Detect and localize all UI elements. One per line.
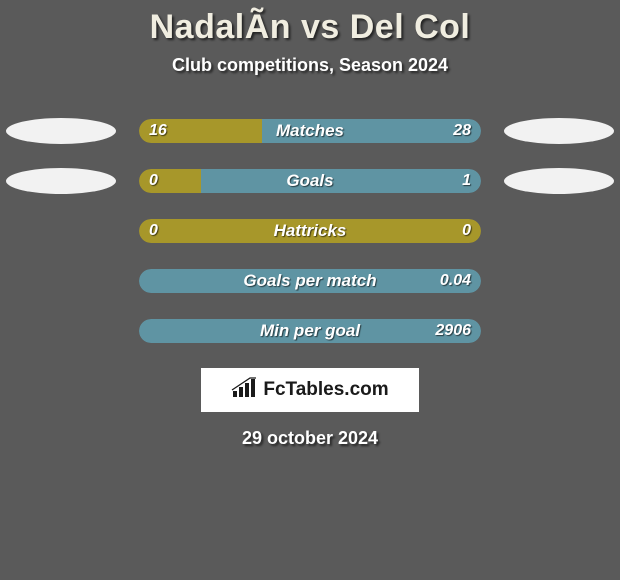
right-value: 0 bbox=[462, 222, 471, 240]
page-title: NadalÃ­n vs Del Col bbox=[0, 8, 620, 47]
right-value: 2906 bbox=[435, 322, 471, 340]
stat-row: 2906 Min per goal bbox=[0, 318, 620, 344]
left-ellipse bbox=[6, 168, 116, 194]
stat-row: 16 28 Matches bbox=[0, 118, 620, 144]
right-value: 28 bbox=[453, 122, 471, 140]
stat-label: Matches bbox=[276, 121, 344, 141]
stat-bar: 2906 Min per goal bbox=[139, 319, 481, 343]
left-ellipse bbox=[6, 118, 116, 144]
logo-text: FcTables.com bbox=[263, 379, 388, 401]
stat-label: Min per goal bbox=[260, 321, 360, 341]
chart-icon bbox=[231, 377, 259, 404]
stat-bar: 16 28 Matches bbox=[139, 119, 481, 143]
stat-bar: 0 1 Goals bbox=[139, 169, 481, 193]
date-text: 29 october 2024 bbox=[0, 428, 620, 449]
stat-label: Goals bbox=[286, 171, 333, 191]
stat-row: 0 1 Goals bbox=[0, 168, 620, 194]
stat-bar: 0 0 Hattricks bbox=[139, 219, 481, 243]
stat-row: 0 0 Hattricks bbox=[0, 218, 620, 244]
stat-row: 0.04 Goals per match bbox=[0, 268, 620, 294]
right-value: 0.04 bbox=[440, 272, 471, 290]
stat-label: Goals per match bbox=[243, 271, 376, 291]
left-value: 0 bbox=[149, 172, 158, 190]
subtitle: Club competitions, Season 2024 bbox=[0, 55, 620, 76]
stat-rows-container: 16 28 Matches 0 1 Goals 0 0 Hattricks 0.04 Goals p… bbox=[0, 118, 620, 344]
logo-box[interactable]: FcTables.com bbox=[201, 368, 419, 412]
stat-bar: 0.04 Goals per match bbox=[139, 269, 481, 293]
stat-label: Hattricks bbox=[274, 221, 347, 241]
left-value: 16 bbox=[149, 122, 167, 140]
right-value: 1 bbox=[462, 172, 471, 190]
right-ellipse bbox=[504, 168, 614, 194]
comparison-card: NadalÃ­n vs Del Col Club competitions, S… bbox=[0, 0, 620, 449]
right-ellipse bbox=[504, 118, 614, 144]
left-value: 0 bbox=[149, 222, 158, 240]
